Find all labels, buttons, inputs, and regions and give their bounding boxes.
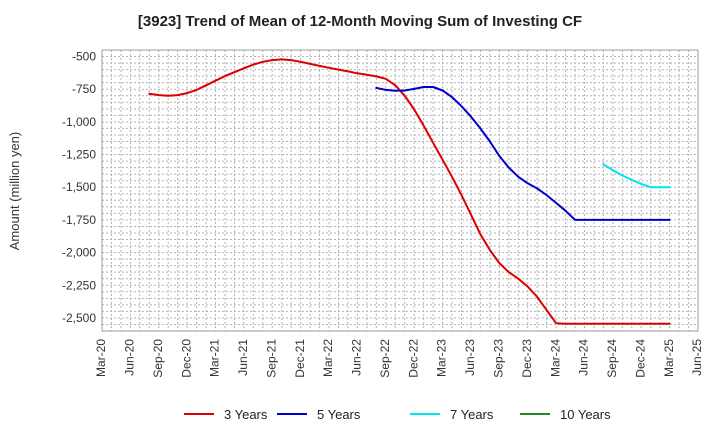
- x-tick-label: Dec-24: [633, 339, 647, 378]
- series-line-7-years: [602, 163, 671, 189]
- plot-frame: [101, 49, 699, 332]
- y-tick-label: -2,250: [62, 278, 96, 292]
- legend-label-3-years: 3 Years: [224, 407, 268, 422]
- legend-label-7-years: 7 Years: [450, 407, 494, 422]
- y-tick-label: -1,750: [62, 213, 96, 227]
- legend: 3 Years 5 Years 7 Years 10 Years: [184, 407, 611, 422]
- x-tick-label: Sep-22: [378, 339, 392, 378]
- y-tick-label: -1,000: [62, 115, 96, 129]
- x-tick-label: Mar-22: [321, 339, 335, 377]
- x-tick-labels: Mar-20 Jun-20 Sep-20 Dec-20 Mar-21 Jun-21 Sep-…: [94, 339, 704, 378]
- x-tick-label: Jun-21: [236, 339, 250, 376]
- series-line-5-years: [375, 86, 671, 221]
- series-line-3-years: [148, 58, 671, 325]
- x-tick-label: Sep-20: [151, 339, 165, 378]
- x-tick-label: Jun-22: [350, 339, 364, 376]
- x-tick-label: Mar-24: [548, 339, 562, 377]
- x-tick-label: Jun-20: [123, 339, 137, 376]
- x-tick-label: Sep-21: [264, 339, 278, 378]
- y-tick-labels: -500 -750 -1,000 -1,250 -1,500 -1,750 -2,000 -2…: [62, 50, 96, 325]
- x-tick-label: Mar-21: [208, 339, 222, 377]
- y-axis-label: Amount (million yen): [7, 132, 22, 251]
- series-lines: [148, 58, 671, 325]
- x-tick-label: Sep-23: [492, 339, 506, 378]
- y-tick-label: -1,500: [62, 180, 96, 194]
- grid-lines: [101, 49, 699, 332]
- x-tick-label: Dec-23: [520, 339, 534, 378]
- x-tick-label: Sep-24: [605, 339, 619, 378]
- y-tick-label: -2,000: [62, 246, 96, 260]
- x-tick-label: Jun-25: [690, 339, 704, 376]
- y-tick-label: -1,250: [62, 148, 96, 162]
- x-tick-label: Jun-24: [577, 339, 591, 376]
- x-tick-label: Mar-23: [435, 339, 449, 377]
- x-tick-label: Dec-20: [179, 339, 193, 378]
- legend-label-5-years: 5 Years: [317, 407, 361, 422]
- x-tick-label: Mar-25: [662, 339, 676, 377]
- legend-label-10-years: 10 Years: [560, 407, 611, 422]
- x-tick-label: Dec-21: [293, 339, 307, 378]
- y-tick-label: -2,500: [62, 311, 96, 325]
- y-tick-label: -750: [72, 82, 96, 96]
- x-tick-label: Dec-22: [406, 339, 420, 378]
- chart-title: [3923] Trend of Mean of 12-Month Moving …: [138, 13, 582, 30]
- x-tick-label: Jun-23: [463, 339, 477, 376]
- x-tick-label: Mar-20: [94, 339, 108, 377]
- y-tick-label: -500: [72, 50, 96, 64]
